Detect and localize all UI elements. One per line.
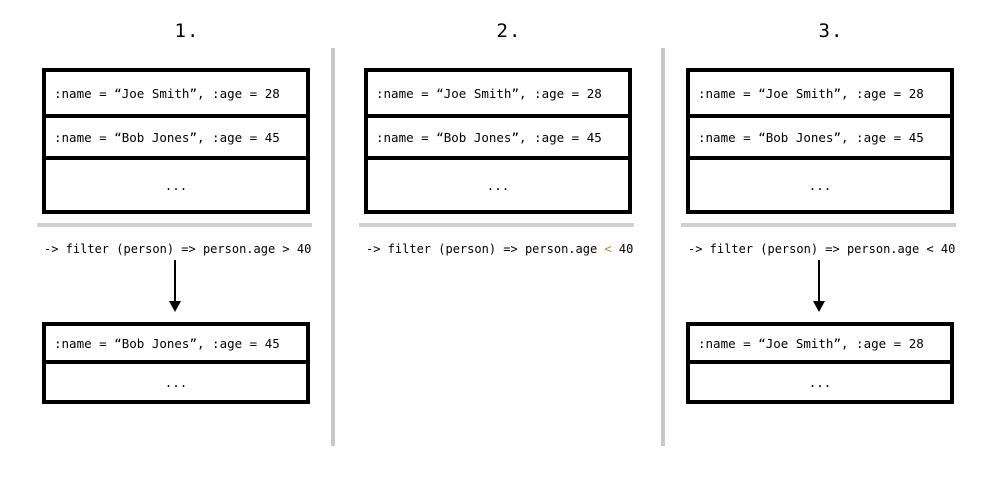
input-collection: :name = “Joe Smith”, :age = 28 :name = “… <box>42 68 310 214</box>
ellipsis-row: ... <box>808 374 832 390</box>
filter-suffix: 40 <box>611 242 634 256</box>
filter-expression: -> filter (person) => person.age < 40 <box>366 242 633 256</box>
step-title: 1. <box>174 20 200 42</box>
filter-suffix: 40 <box>289 242 312 256</box>
filter-operator: > <box>282 242 290 256</box>
step-title: 3. <box>818 20 844 42</box>
output-collection: :name = “Joe Smith”, :age = 28 ... <box>686 322 954 404</box>
arrow-down-icon <box>813 260 825 312</box>
record-row: :name = “Joe Smith”, :age = 28 <box>46 72 306 118</box>
input-collection: :name = “Joe Smith”, :age = 28 :name = “… <box>364 68 632 214</box>
section-separator <box>359 223 634 227</box>
input-collection: :name = “Joe Smith”, :age = 28 :name = “… <box>686 68 954 214</box>
filter-expression: -> filter (person) => person.age < 40 <box>688 242 955 256</box>
step-title: 2. <box>496 20 522 42</box>
filter-operator: < <box>604 242 612 256</box>
panel-divider <box>331 48 335 446</box>
record-row: :name = “Bob Jones”, :age = 45 <box>368 118 628 160</box>
filter-prefix: -> filter (person) => person.age <box>44 242 283 256</box>
record-row: :name = “Bob Jones”, :age = 45 <box>690 118 950 160</box>
ellipsis-row: ... <box>486 177 510 193</box>
filter-operator: < <box>926 242 934 256</box>
arrow-down-icon <box>169 260 181 312</box>
ellipsis-row: ... <box>808 177 832 193</box>
record-row: :name = “Bob Jones”, :age = 45 <box>46 326 306 364</box>
panel-divider <box>661 48 665 446</box>
filter-prefix: -> filter (person) => person.age <box>366 242 605 256</box>
record-row: :name = “Joe Smith”, :age = 28 <box>368 72 628 118</box>
filter-prefix: -> filter (person) => person.age <box>688 242 927 256</box>
ellipsis-row: ... <box>164 177 188 193</box>
step-panel-2: 2. :name = “Joe Smith”, :age = 28 :name … <box>359 0 659 480</box>
section-separator <box>37 223 312 227</box>
step-panel-1: 1. :name = “Joe Smith”, :age = 28 :name … <box>37 0 337 480</box>
filter-expression: -> filter (person) => person.age > 40 <box>44 242 311 256</box>
ellipsis-row: ... <box>164 374 188 390</box>
section-separator <box>681 223 956 227</box>
step-panel-3: 3. :name = “Joe Smith”, :age = 28 :name … <box>681 0 981 480</box>
record-row: :name = “Bob Jones”, :age = 45 <box>46 118 306 160</box>
record-row: :name = “Joe Smith”, :age = 28 <box>690 72 950 118</box>
record-row: :name = “Joe Smith”, :age = 28 <box>690 326 950 364</box>
filter-suffix: 40 <box>933 242 956 256</box>
output-collection: :name = “Bob Jones”, :age = 45 ... <box>42 322 310 404</box>
